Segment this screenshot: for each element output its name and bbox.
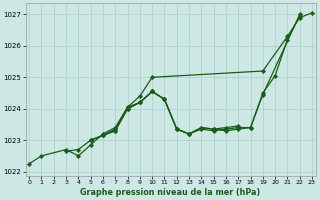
X-axis label: Graphe pression niveau de la mer (hPa): Graphe pression niveau de la mer (hPa) [80, 188, 261, 197]
